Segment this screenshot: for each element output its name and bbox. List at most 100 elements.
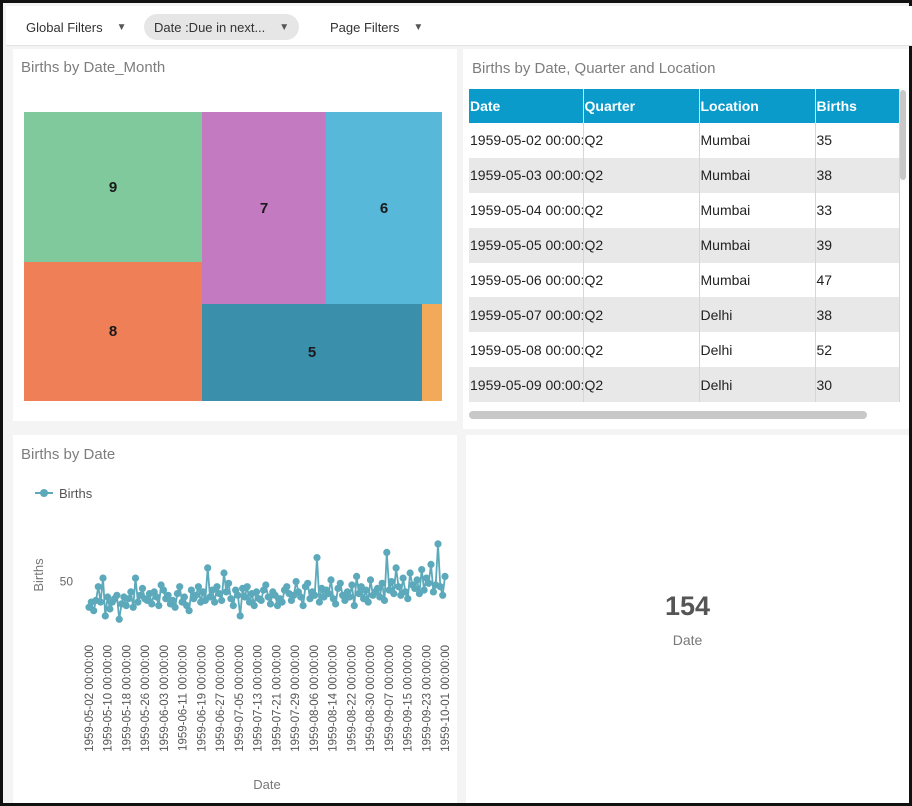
data-point <box>187 586 195 594</box>
x-tick-label: 1959-07-05 00:00:00 <box>234 645 246 752</box>
column-header-location[interactable]: Location <box>699 89 816 123</box>
data-point <box>262 581 270 589</box>
data-point <box>411 584 419 592</box>
data-point <box>171 603 179 611</box>
cell-location: Delhi <box>699 332 816 368</box>
data-point <box>176 583 184 591</box>
treemap-cell[interactable]: 7 <box>202 112 326 304</box>
cell-quarter: Q2 <box>583 192 700 228</box>
treemap-cell-label: 9 <box>108 178 118 196</box>
data-point <box>213 583 221 591</box>
x-tick-label: 1959-09-07 00:00:00 <box>384 645 396 752</box>
treemap-cell[interactable]: 6 <box>326 112 442 304</box>
data-point <box>131 574 140 582</box>
cell-births: 39 <box>815 227 900 263</box>
treemap-cell-label: 8 <box>108 323 118 340</box>
data-point <box>236 612 244 620</box>
data-point <box>250 602 258 610</box>
data-point <box>185 607 193 615</box>
data-point <box>173 590 181 598</box>
date-filter-dropdown[interactable]: Date :Due in next... ▼ <box>144 14 300 40</box>
data-point <box>94 583 102 591</box>
table-header-row: Date Quarter Location Births <box>469 89 900 123</box>
data-point <box>399 574 407 582</box>
cell-date: 1959-05-02 00:00:00 <box>469 123 584 158</box>
data-point <box>243 583 251 591</box>
data-point <box>380 596 389 604</box>
data-point <box>420 586 428 594</box>
treemap-cell[interactable]: 5 <box>202 304 422 401</box>
legend-marker <box>40 489 48 497</box>
table-horizontal-scrollbar[interactable] <box>469 411 867 419</box>
data-point <box>383 548 391 556</box>
cell-births: 52 <box>815 332 900 368</box>
treemap-cell[interactable] <box>422 304 442 401</box>
x-tick-label: 1959-05-02 00:00:00 <box>84 645 96 752</box>
data-point <box>194 583 202 591</box>
data-point <box>164 591 172 599</box>
date-filter-label: Date :Due in next... <box>154 19 266 35</box>
data-point <box>180 593 188 601</box>
column-header-births[interactable]: Births <box>815 89 900 123</box>
data-point <box>211 598 219 606</box>
x-tick-label: 1959-08-06 00:00:00 <box>309 645 321 752</box>
column-header-date[interactable]: Date <box>469 89 584 123</box>
data-point <box>106 605 114 613</box>
x-tick-label: 1959-09-23 00:00:00 <box>421 645 433 752</box>
data-point <box>348 581 356 589</box>
cell-births: 33 <box>815 192 900 228</box>
data-point <box>229 602 237 610</box>
data-point <box>436 583 444 591</box>
cell-births: 38 <box>815 297 900 333</box>
data-point <box>257 596 265 604</box>
y-tick-label: 50 <box>60 575 74 589</box>
page-filters-dropdown[interactable]: Page Filters ▼ <box>320 14 433 40</box>
data-point <box>346 593 354 601</box>
cell-births: 35 <box>815 123 900 158</box>
filter-bar: Global Filters ▼ Date :Due in next... ▼ … <box>6 6 912 46</box>
kpi-panel <box>466 435 909 803</box>
x-axis-label: Date <box>253 777 280 792</box>
data-point <box>394 583 403 591</box>
x-tick-label: 1959-07-13 00:00:00 <box>253 645 265 752</box>
x-tick-label: 1959-06-27 00:00:00 <box>215 645 227 752</box>
data-point <box>169 596 177 604</box>
global-filters-dropdown[interactable]: Global Filters ▼ <box>16 14 136 40</box>
data-point <box>266 600 275 608</box>
data-point <box>327 576 335 584</box>
data-point <box>427 560 435 568</box>
legend-label: Births <box>59 486 93 501</box>
cell-date: 1959-05-08 00:00:00 <box>469 332 584 368</box>
data-point <box>304 579 312 587</box>
cell-date: 1959-05-07 00:00:00 <box>469 297 584 333</box>
data-point <box>215 590 223 598</box>
data-point <box>353 572 361 580</box>
data-point <box>101 612 109 620</box>
caret-down-icon: ▼ <box>279 21 290 33</box>
cell-quarter: Q2 <box>583 123 700 158</box>
data-point <box>434 540 442 548</box>
data-point <box>315 598 323 606</box>
table-vertical-scrollbar[interactable] <box>900 90 906 180</box>
data-point <box>362 586 370 594</box>
data-point <box>292 578 300 586</box>
cell-date: 1959-05-05 00:00:00 <box>469 227 584 263</box>
data-point <box>378 579 386 587</box>
data-point <box>204 564 212 572</box>
treemap-cell[interactable]: 9 <box>24 112 202 262</box>
x-tick-label: 1959-06-19 00:00:00 <box>196 645 208 752</box>
treemap-cell[interactable]: 8 <box>24 262 202 401</box>
data-point <box>115 615 123 623</box>
births-line-chart: Births Births 50 1959-05-02 00:00:00 1959-05… <box>31 486 452 792</box>
data-point <box>441 572 449 580</box>
column-header-quarter[interactable]: Quarter <box>583 89 700 123</box>
x-tick-label: 1959-08-22 00:00:00 <box>346 645 358 752</box>
